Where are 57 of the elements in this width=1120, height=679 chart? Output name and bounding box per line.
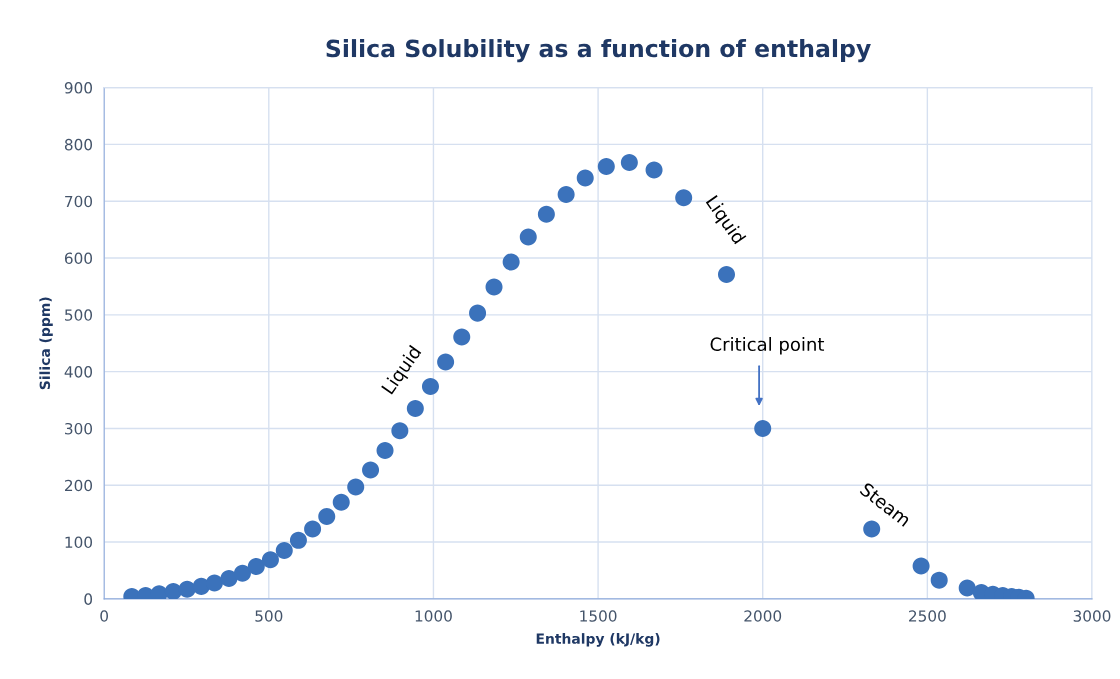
point: [645, 161, 663, 179]
point: [205, 574, 223, 592]
point: [275, 542, 293, 560]
x-axis-title: Enthalpy (kJ/kg): [536, 633, 660, 647]
point: [233, 564, 251, 582]
point: [675, 189, 693, 207]
y-tick-label: 800: [64, 138, 93, 151]
y-tick-label: 600: [64, 252, 93, 265]
x-tick-label: 0: [100, 610, 109, 622]
point: [912, 557, 930, 575]
point: [576, 169, 594, 187]
point: [421, 377, 439, 395]
point: [537, 205, 555, 223]
y-axis-title: Silica (ppm): [39, 297, 53, 390]
x-tick-label: 1000: [415, 610, 452, 622]
point: [376, 442, 394, 460]
point: [332, 493, 350, 511]
point: [620, 154, 638, 172]
point: [754, 419, 772, 437]
point: [930, 571, 948, 589]
y-tick-label: 300: [65, 422, 93, 435]
point: [557, 185, 575, 203]
point: [304, 520, 322, 538]
x-tick-label: 3000: [1073, 610, 1111, 622]
y-tick-label: 500: [65, 309, 93, 321]
point: [391, 422, 409, 440]
point: [178, 580, 196, 598]
x-tick-label: 2500: [909, 610, 946, 622]
point: [485, 278, 503, 296]
point: [406, 400, 424, 418]
point: [289, 531, 307, 549]
y-tick-label: 700: [65, 195, 93, 208]
point: [261, 551, 279, 569]
point: [958, 579, 976, 597]
y-tick-label: 0: [84, 593, 93, 605]
point: [519, 228, 537, 246]
y-tick-label: 400: [64, 366, 93, 378]
y-tick-label: 100: [65, 536, 93, 549]
chart-title: Silica Solubility as a function of enthalpy: [326, 39, 871, 63]
point: [717, 265, 735, 283]
point: [597, 158, 615, 176]
point: [247, 557, 265, 575]
point: [164, 582, 182, 599]
x-tick-label: 500: [255, 610, 283, 622]
point: [469, 304, 487, 322]
annotation: Critical point: [710, 337, 825, 355]
y-tick-label: 900: [64, 82, 93, 94]
y-tick-label: 200: [65, 479, 93, 492]
point: [362, 461, 380, 479]
point: [220, 569, 238, 587]
point: [347, 478, 365, 496]
point: [318, 508, 336, 526]
point: [453, 328, 471, 346]
point: [502, 253, 520, 271]
x-tick-label: 2000: [744, 610, 782, 622]
x-tick-label: 1500: [580, 610, 617, 622]
point: [437, 353, 455, 371]
